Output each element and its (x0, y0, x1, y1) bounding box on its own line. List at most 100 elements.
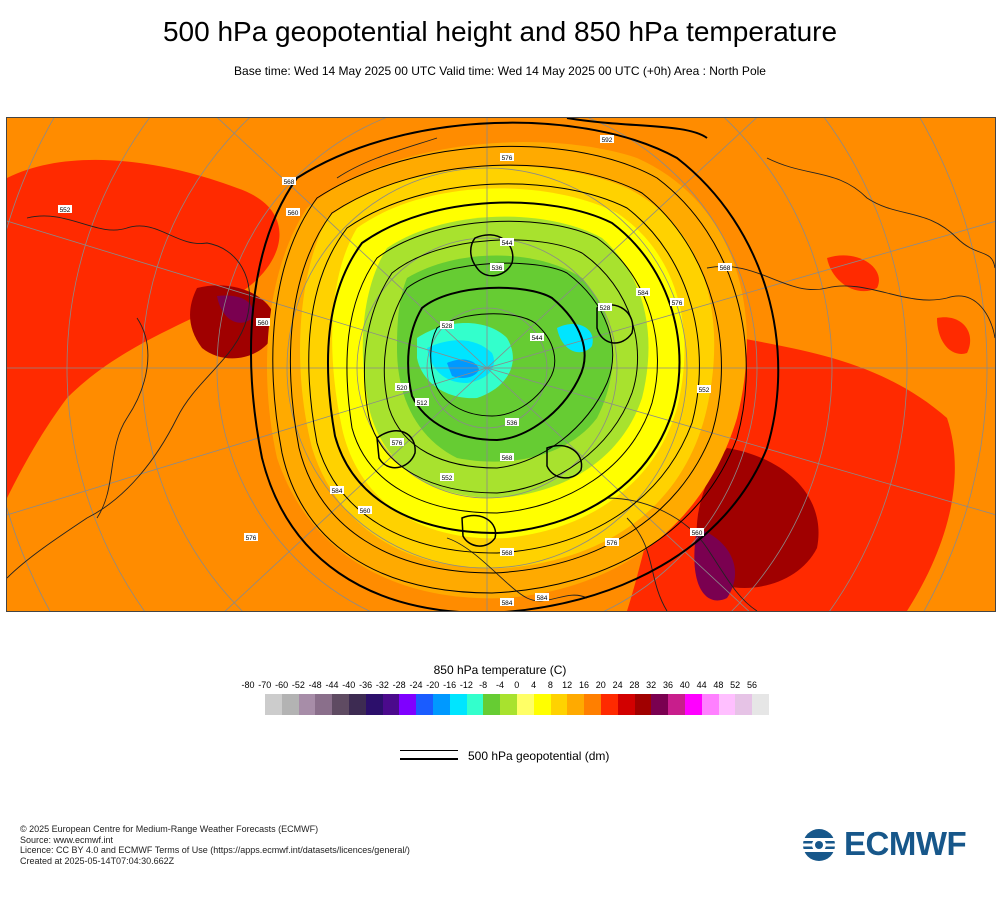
contour-label: 568 (500, 453, 514, 462)
legend-tick-label: 24 (612, 680, 623, 690)
legend-tick-label: -32 (375, 680, 389, 690)
legend-title: 850 hPa temperature (C) (433, 663, 567, 677)
legend-tick-label: -80 (241, 680, 255, 690)
legend-tick-label: -48 (308, 680, 322, 690)
color-swatch (651, 694, 669, 715)
color-swatch (466, 694, 484, 715)
contour-label: 584 (500, 598, 514, 607)
ecmwf-logo-mark (796, 829, 842, 861)
source-line: Source: www.ecmwf.int (20, 834, 114, 845)
contour-label: 552 (440, 473, 454, 482)
contour-label: 576 (390, 438, 404, 447)
legend-tick-label: 44 (696, 680, 707, 690)
svg-text:568: 568 (502, 455, 513, 462)
svg-text:528: 528 (600, 305, 611, 312)
very-hot-spot (694, 528, 736, 601)
hot-core-west (217, 295, 253, 323)
color-swatch (684, 694, 702, 715)
svg-text:576: 576 (502, 155, 513, 162)
color-swatch (432, 694, 450, 715)
contour-label: 584 (535, 593, 549, 602)
chart-title: 500 hPa geopotential height and 850 hPa … (162, 16, 838, 47)
color-swatch (416, 694, 433, 715)
svg-text:584: 584 (332, 488, 343, 495)
thin-contour-sample (400, 750, 458, 752)
thick-contour-sample (400, 758, 458, 761)
color-swatch (365, 694, 383, 715)
contour-label: 568 (718, 263, 732, 272)
color-swatch (600, 694, 618, 715)
contour-label: 576 (605, 538, 619, 547)
contour-label: 584 (636, 288, 650, 297)
legend-tick-label: 56 (746, 680, 758, 690)
legend-tick-label: 32 (646, 680, 657, 690)
svg-text:560: 560 (692, 530, 703, 537)
color-swatch (265, 694, 282, 715)
legend-tick-label: -40 (342, 680, 356, 690)
contour-label: 584 (330, 486, 344, 495)
footer-credits: © 2025 European Centre for Medium-Range … (20, 824, 410, 866)
legend-tick-label: 52 (730, 680, 741, 690)
legend-tick-label: -8 (479, 680, 488, 690)
legend-tick-label: -52 (291, 680, 305, 690)
svg-text:576: 576 (392, 440, 403, 447)
legend-tick-label: -24 (409, 680, 423, 690)
svg-text:552: 552 (442, 475, 453, 482)
legend-tick-label: -16 (443, 680, 457, 690)
contour-label: 576 (500, 153, 514, 162)
contour-label: 520 (395, 383, 409, 392)
color-swatch (500, 694, 517, 715)
legend-tick-label: -60 (275, 680, 289, 690)
svg-text:552: 552 (699, 387, 710, 394)
temperature-color-scale (265, 694, 769, 715)
contour-label: 568 (282, 177, 296, 186)
contour-label: 592 (600, 135, 614, 144)
contour-label: 560 (256, 318, 270, 327)
svg-text:560: 560 (360, 508, 371, 515)
legend-tick-label: 40 (679, 680, 690, 690)
frigid-core (447, 359, 479, 378)
svg-text:512: 512 (417, 400, 428, 407)
contour-label: 528 (440, 321, 454, 330)
color-swatch (567, 694, 585, 715)
contour-label: 544 (530, 333, 544, 342)
svg-text:592: 592 (602, 137, 613, 144)
color-swatch (281, 694, 299, 715)
color-swatch (399, 694, 417, 715)
svg-text:584: 584 (638, 290, 649, 297)
color-swatch (718, 694, 736, 715)
legend-tick-label: 20 (595, 680, 606, 690)
color-swatch (315, 694, 333, 715)
svg-text:528: 528 (442, 323, 453, 330)
svg-text:568: 568 (720, 265, 731, 272)
svg-text:544: 544 (502, 240, 513, 247)
legend-tick-label: 0 (514, 680, 520, 690)
svg-text:536: 536 (492, 265, 503, 272)
legend-tick-label: -44 (325, 680, 339, 690)
coastlines (7, 137, 995, 611)
svg-text:568: 568 (502, 550, 513, 557)
legend-tick-label: -12 (459, 680, 473, 690)
contour-label: 560 (286, 208, 300, 217)
color-swatch (701, 694, 719, 715)
legend-tick-label: -28 (392, 680, 406, 690)
legend-tick-label: 48 (713, 680, 724, 690)
contour-label: 560 (690, 528, 704, 537)
color-swatch (617, 694, 635, 715)
svg-text:560: 560 (288, 210, 299, 217)
legend-tick-label: 12 (562, 680, 573, 690)
legend-tick-label: -36 (359, 680, 373, 690)
svg-text:560: 560 (258, 320, 269, 327)
contour-label: 576 (244, 533, 258, 542)
svg-text:576: 576 (672, 300, 683, 307)
warm-spot-far-east (937, 317, 971, 354)
svg-text:552: 552 (60, 207, 71, 214)
licence-line: Licence: CC BY 4.0 and ECMWF Terms of Us… (20, 845, 410, 855)
color-swatch (516, 694, 534, 715)
contour-label: 536 (490, 263, 504, 272)
color-swatch (668, 694, 685, 715)
contour-labels: 592 576 568 560 552 544 536 528 520 512 576 584 560 5… (58, 135, 732, 607)
color-swatch (332, 694, 349, 715)
graticule (7, 118, 995, 611)
hot-region-west (190, 285, 277, 359)
